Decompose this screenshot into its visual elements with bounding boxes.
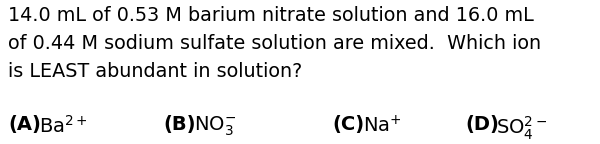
Text: of 0.44 M sodium sulfate solution are mixed.  Which ion: of 0.44 M sodium sulfate solution are mi…: [8, 34, 541, 53]
Text: (C): (C): [332, 115, 364, 134]
Text: Ba$^{2+}$: Ba$^{2+}$: [40, 115, 88, 137]
Text: (D): (D): [465, 115, 499, 134]
Text: NO$_3^{-}$: NO$_3^{-}$: [194, 115, 236, 139]
Text: 14.0 mL of 0.53 M barium nitrate solution and 16.0 mL: 14.0 mL of 0.53 M barium nitrate solutio…: [8, 6, 534, 25]
Text: SO$_4^{2-}$: SO$_4^{2-}$: [496, 115, 548, 142]
Text: Na$^{+}$: Na$^{+}$: [364, 115, 402, 136]
Text: (A): (A): [8, 115, 41, 134]
Text: is LEAST abundant in solution?: is LEAST abundant in solution?: [8, 62, 302, 81]
Text: (B): (B): [163, 115, 196, 134]
